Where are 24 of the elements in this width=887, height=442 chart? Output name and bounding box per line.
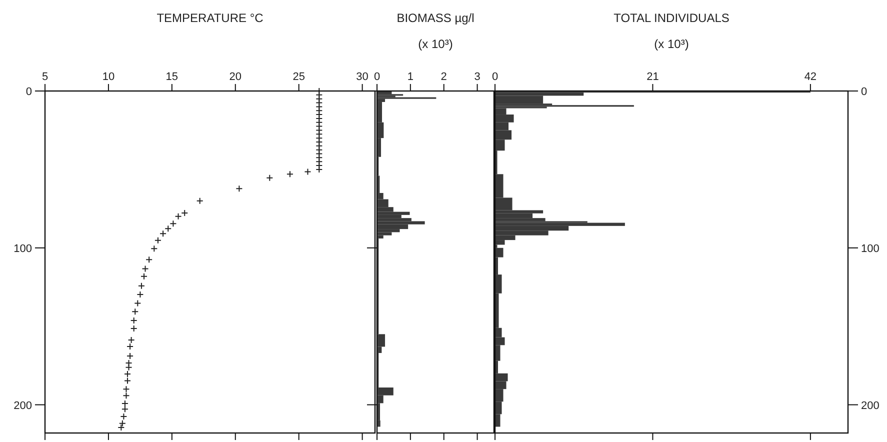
x-tick-label: 1 <box>407 71 414 83</box>
x-tick-label: 5 <box>42 71 48 83</box>
y-tick-label: 100 <box>14 242 32 255</box>
y-tick-label: 200 <box>861 400 880 412</box>
y-tick-label: 200 <box>14 400 32 412</box>
chart-subtitle: (x 10³) <box>418 37 453 51</box>
y-tick-label: 100 <box>861 242 880 255</box>
x-tick-label: 21 <box>646 71 659 83</box>
x-tick-label: 30 <box>356 71 368 83</box>
x-tick-label: 3 <box>474 71 480 83</box>
x-tick-label: 10 <box>102 71 115 83</box>
chart-subtitle: (x 10³) <box>654 37 689 51</box>
x-tick-label: 42 <box>804 71 817 83</box>
y-tick-label: 0 <box>861 86 868 98</box>
x-tick-label: 2 <box>440 71 447 83</box>
chart-title: TOTAL INDIVIDUALS <box>614 11 730 25</box>
x-tick-label: 0 <box>374 71 380 83</box>
y-tick-label: 0 <box>26 86 32 98</box>
chart-title: TEMPERATURE °C <box>156 11 264 25</box>
x-tick-label: 15 <box>166 71 178 83</box>
x-tick-label: 20 <box>229 71 242 83</box>
x-tick-label: 0 <box>492 71 498 83</box>
chart-title: BIOMASS µg/l <box>396 11 474 25</box>
x-tick-label: 25 <box>292 71 305 83</box>
